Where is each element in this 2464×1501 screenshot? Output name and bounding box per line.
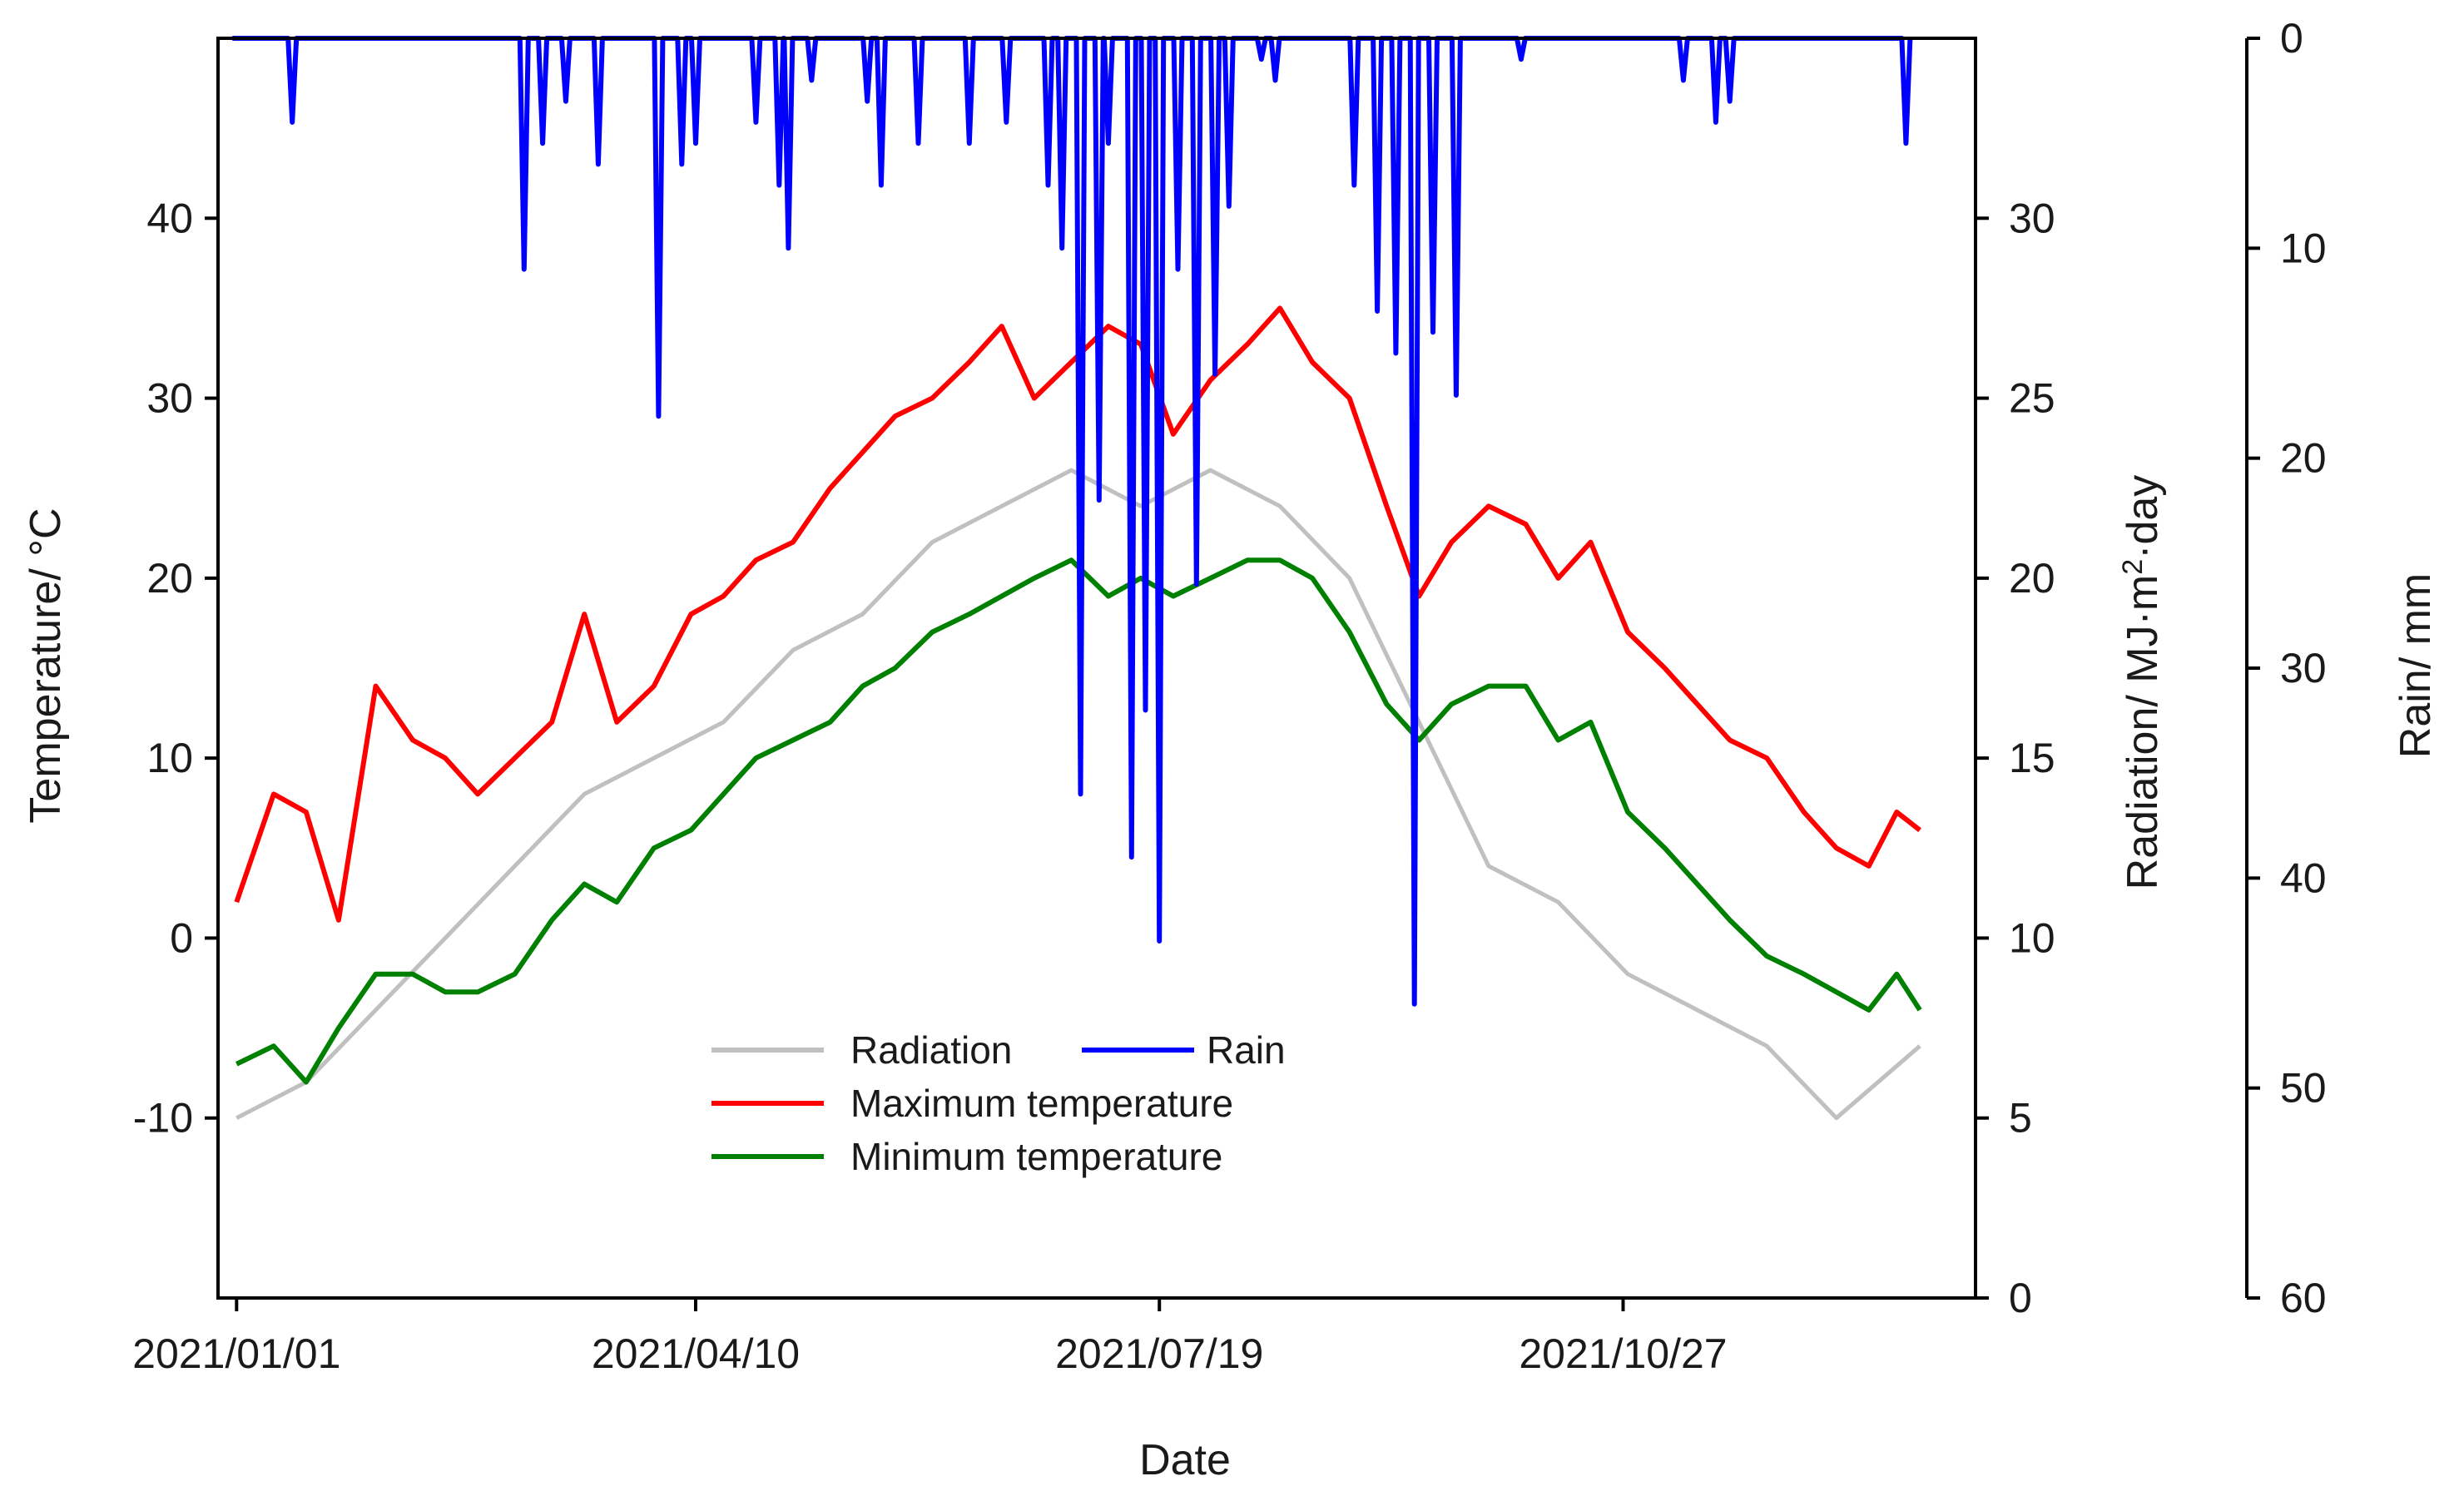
radiation-axis-title-sup: 2 bbox=[2117, 559, 2149, 575]
radiation-line bbox=[235, 468, 1921, 1121]
radiation-tick-label: 25 bbox=[2009, 375, 2055, 422]
tmin-line bbox=[235, 557, 1922, 1085]
legend-label-tmin: Minimum temperature bbox=[850, 1135, 1222, 1178]
rain-tick-label: 20 bbox=[2280, 435, 2327, 482]
x-tick-label: 2021/10/27 bbox=[1519, 1330, 1727, 1377]
x-tick-label: 2021/07/19 bbox=[1055, 1330, 1263, 1377]
x-tick-label: 2021/04/10 bbox=[592, 1330, 800, 1377]
radiation-tick-label: 5 bbox=[2009, 1095, 2032, 1142]
max-temperature-series bbox=[234, 305, 1921, 923]
temperature-axis-title: Temperature/ °C bbox=[22, 508, 70, 823]
radiation-axis-title-main: Radiation/ MJ·m bbox=[2119, 575, 2167, 890]
plot-frame bbox=[216, 37, 1977, 1300]
temperature-tick-label: -10 bbox=[133, 1095, 193, 1142]
temperature-tick-label: 30 bbox=[146, 375, 193, 422]
x-axis-title: Date bbox=[1139, 1436, 1231, 1484]
radiation-axis-title-tail: ·day bbox=[2119, 475, 2167, 559]
radiation-tick-label: 30 bbox=[2009, 195, 2055, 241]
rain-tick-label: 40 bbox=[2280, 855, 2327, 901]
radiation-tick-label: 0 bbox=[2009, 1275, 2032, 1321]
rain-tick-label: 50 bbox=[2280, 1065, 2327, 1112]
radiation-axis-title: Radiation/ MJ·m2·day bbox=[2117, 475, 2167, 890]
legend: Radiation Rain Maximum temperature Minim… bbox=[711, 1028, 1286, 1178]
rain-axis: 0 10 20 30 40 50 60 bbox=[2245, 15, 2327, 1321]
radiation-series bbox=[235, 468, 1921, 1121]
legend-label-rain: Rain bbox=[1207, 1028, 1286, 1072]
x-axis: 2021/01/01 2021/04/10 2021/07/19 2021/10/27 bbox=[132, 1298, 1728, 1377]
temperature-tick-label: 0 bbox=[170, 914, 193, 961]
tmax-line bbox=[234, 305, 1921, 923]
radiation-tick-label: 10 bbox=[2009, 914, 2055, 961]
x-tick-label: 2021/01/01 bbox=[132, 1330, 340, 1377]
min-temperature-series bbox=[235, 557, 1922, 1085]
temperature-tick-label: 40 bbox=[146, 195, 193, 241]
temperature-tick-label: 10 bbox=[146, 735, 193, 781]
legend-label-tmax: Maximum temperature bbox=[850, 1082, 1233, 1125]
legend-label-radiation: Radiation bbox=[850, 1028, 1012, 1072]
temperature-tick-label: 20 bbox=[146, 555, 193, 602]
temperature-axis: -10 0 10 20 30 40 bbox=[133, 195, 218, 1142]
radiation-tick-label: 20 bbox=[2009, 555, 2055, 602]
rain-tick-label: 0 bbox=[2280, 15, 2303, 62]
rain-tick-label: 60 bbox=[2280, 1275, 2327, 1321]
rain-tick-label: 10 bbox=[2280, 225, 2327, 271]
radiation-axis: 0 5 10 15 20 25 30 bbox=[1976, 195, 2055, 1321]
rain-axis-title: Rain/ mm bbox=[2392, 573, 2440, 758]
radiation-tick-label: 15 bbox=[2009, 735, 2055, 781]
rain-tick-label: 30 bbox=[2280, 645, 2327, 691]
